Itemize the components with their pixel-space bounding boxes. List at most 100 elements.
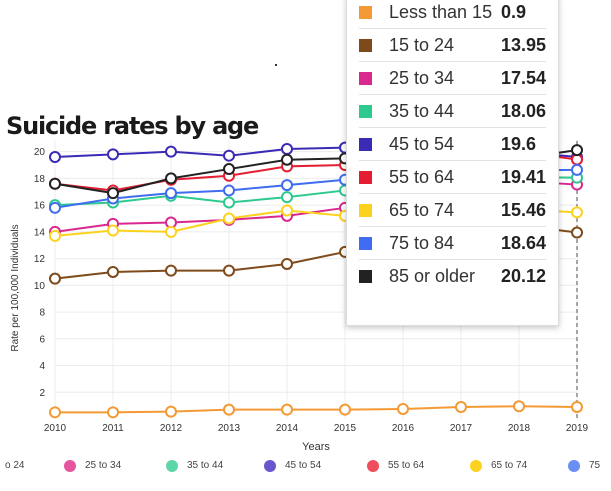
x-tick-label: 2015 <box>334 423 357 434</box>
data-point-less-than-15[interactable] <box>571 400 583 413</box>
tooltip-swatch <box>359 138 372 151</box>
data-point-65-to-74[interactable] <box>571 206 583 219</box>
tooltip-row: Less than 15 0.9 <box>359 0 546 29</box>
data-point-45-to-54[interactable] <box>165 145 177 158</box>
x-tick-label: 2019 <box>566 423 589 434</box>
x-tick-label: 2016 <box>392 423 415 434</box>
data-point-45-to-54[interactable] <box>107 148 119 161</box>
data-point-45-to-54[interactable] <box>281 143 293 156</box>
tooltip-swatch <box>359 171 372 184</box>
data-point-85-or-older[interactable] <box>107 187 119 200</box>
tooltip-row: 25 to 34 17.54 <box>359 62 546 95</box>
tooltip-label: 85 or older <box>389 266 476 286</box>
legend-marker <box>64 460 76 472</box>
data-point-65-to-74[interactable] <box>165 225 177 238</box>
tooltip-label: Less than 15 <box>389 2 493 22</box>
tooltip-value: 0.9 <box>501 2 527 22</box>
x-tick-label: 2018 <box>508 423 531 434</box>
data-point-15-to-24[interactable] <box>165 264 177 277</box>
data-point-15-to-24[interactable] <box>107 265 119 278</box>
tooltip-row: 35 to 44 18.06 <box>359 95 546 128</box>
tooltip-label: 45 to 54 <box>389 134 455 154</box>
data-point-85-or-older[interactable] <box>281 153 293 166</box>
x-tick-label: 2017 <box>450 423 473 434</box>
legend-label: 65 to 74 <box>491 460 528 471</box>
tooltip-value: 17.54 <box>501 68 547 88</box>
data-point-less-than-15[interactable] <box>107 406 119 419</box>
tooltip-label: 55 to 64 <box>389 167 455 187</box>
tooltip-label: 25 to 34 <box>389 68 455 88</box>
data-point-15-to-24[interactable] <box>223 264 235 277</box>
tooltip-swatch <box>359 105 372 118</box>
series-line-less-than-15[interactable] <box>55 405 578 414</box>
y-tick-label: 12 <box>34 254 46 265</box>
data-point-85-or-older[interactable] <box>49 177 61 190</box>
tooltip-row: 55 to 64 19.41 <box>359 161 546 194</box>
tooltip-row: 65 to 74 15.46 <box>359 194 546 227</box>
data-point-less-than-15[interactable] <box>49 406 61 419</box>
data-point-less-than-15[interactable] <box>339 403 351 416</box>
legend-label: 75 <box>589 460 601 471</box>
tooltip-swatch <box>359 270 372 283</box>
data-point-15-to-24[interactable] <box>281 257 293 270</box>
y-tick-label: 6 <box>39 334 45 345</box>
legend-marker <box>367 460 379 472</box>
tooltip-value: 18.64 <box>501 233 547 253</box>
y-axis-title: Rate per 100,000 Individuals <box>10 224 21 351</box>
data-point-65-to-74[interactable] <box>107 224 119 237</box>
data-point-75-to-84[interactable] <box>571 163 583 176</box>
y-tick-label: 10 <box>34 281 46 292</box>
data-point-45-to-54[interactable] <box>223 149 235 162</box>
tooltip-value: 19.41 <box>501 167 547 187</box>
chart-title: Suicide rates by age <box>6 112 259 140</box>
data-point-less-than-15[interactable] <box>513 400 525 413</box>
data-point-15-to-24[interactable] <box>49 272 61 285</box>
chart-legend: o 24 25 to 34 35 to 44 45 to 54 55 to 64 65 t… <box>0 457 611 477</box>
tooltip-swatch <box>359 6 372 19</box>
data-point-85-or-older[interactable] <box>223 163 235 176</box>
legend-label: 25 to 34 <box>85 460 122 471</box>
legend-marker <box>264 460 276 472</box>
hover-tooltip: Less than 15 0.9 15 to 24 13.95 25 to 34 17.5… <box>346 0 559 326</box>
data-point-less-than-15[interactable] <box>165 405 177 418</box>
y-tick-label: 20 <box>34 147 46 158</box>
tooltip-label: 35 to 44 <box>389 101 455 121</box>
tooltip-label: 75 to 84 <box>389 233 455 253</box>
tooltip-swatch <box>359 39 372 52</box>
data-point-less-than-15[interactable] <box>455 400 467 413</box>
stray-dot <box>275 64 277 66</box>
tooltip-row: 15 to 24 13.95 <box>359 29 546 62</box>
data-point-85-or-older[interactable] <box>165 172 177 185</box>
legend-marker <box>470 460 482 472</box>
data-point-75-to-84[interactable] <box>281 179 293 192</box>
y-tick-label: 14 <box>34 227 46 238</box>
tooltip-row: 75 to 84 18.64 <box>359 227 546 260</box>
data-point-35-to-44[interactable] <box>223 196 235 209</box>
x-tick-label: 2011 <box>102 423 124 434</box>
tooltip-row: 85 or older 20.12 <box>359 260 546 293</box>
tooltip-label: 65 to 74 <box>389 200 455 220</box>
data-point-75-to-84[interactable] <box>49 201 61 214</box>
data-point-less-than-15[interactable] <box>223 403 235 416</box>
x-tick-label: 2014 <box>276 423 299 434</box>
data-point-65-to-74[interactable] <box>281 204 293 217</box>
legend-label: 45 to 54 <box>285 460 322 471</box>
data-point-75-to-84[interactable] <box>223 184 235 197</box>
tooltip-swatch <box>359 237 372 250</box>
tooltip-value: 13.95 <box>501 35 547 55</box>
data-point-65-to-74[interactable] <box>49 229 61 242</box>
data-point-35-to-44[interactable] <box>281 191 293 204</box>
data-point-less-than-15[interactable] <box>281 403 293 416</box>
tooltip-value: 19.6 <box>501 134 537 154</box>
y-tick-label: 2 <box>39 388 45 399</box>
y-tick-label: 4 <box>39 361 45 372</box>
data-point-85-or-older[interactable] <box>571 144 583 157</box>
legend-label: o 24 <box>5 460 25 471</box>
tooltip-label: 15 to 24 <box>389 35 455 55</box>
x-tick-label: 2013 <box>218 423 241 434</box>
data-point-45-to-54[interactable] <box>49 151 61 164</box>
data-point-75-to-84[interactable] <box>165 187 177 200</box>
data-point-less-than-15[interactable] <box>397 402 409 415</box>
data-point-15-to-24[interactable] <box>571 226 583 239</box>
data-point-65-to-74[interactable] <box>223 212 235 225</box>
